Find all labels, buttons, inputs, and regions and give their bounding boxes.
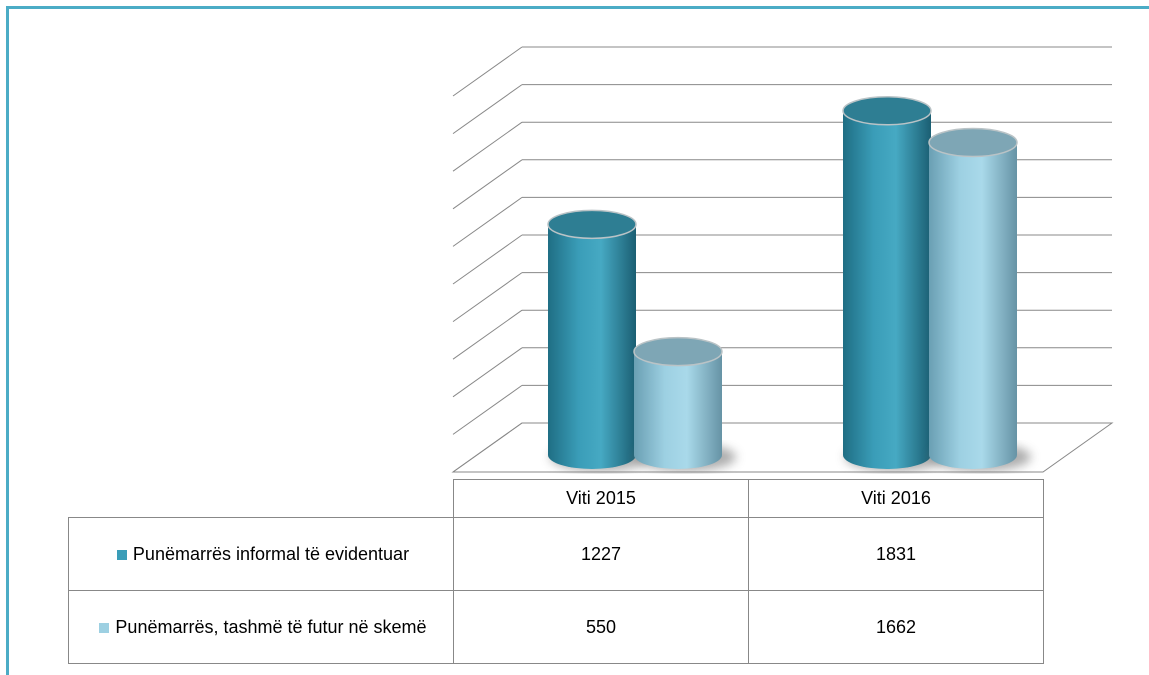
bar (634, 351, 722, 455)
legend-cell: Punëmarrës, tashmë të futur në skemë (68, 590, 454, 664)
bar-top (928, 127, 1018, 158)
bar (548, 224, 636, 455)
side-grid-line (452, 84, 523, 135)
value-cell: 1831 (748, 517, 1044, 591)
side-grid-line (452, 422, 523, 473)
legend-entry: Punëmarrës, tashmë të futur në skemë (99, 616, 427, 638)
frame-top (6, 6, 1149, 9)
legend-cell: Punëmarrës informal të evidentuar (68, 517, 454, 591)
value-cell: 550 (453, 590, 749, 664)
legend-entry: Punëmarrës informal të evidentuar (116, 543, 410, 565)
legend-swatch (99, 622, 110, 633)
side-grid-line (452, 309, 523, 360)
side-grid-line (452, 347, 523, 398)
value-cell: 1227 (453, 517, 749, 591)
bar (929, 142, 1017, 455)
bar-top (842, 96, 932, 126)
table-header: Viti 2016 (748, 479, 1044, 518)
value-cell: 1662 (748, 590, 1044, 664)
legend-swatch (116, 549, 127, 560)
side-grid-line (452, 272, 523, 323)
side-grid-line (452, 46, 523, 97)
side-grid-line (452, 121, 523, 172)
side-grid-line (452, 384, 523, 435)
bar-top (547, 209, 637, 240)
frame-left (6, 6, 9, 675)
table-header: Viti 2015 (453, 479, 749, 518)
legend-label: Punëmarrës informal të evidentuar (132, 543, 410, 564)
bar-top (633, 336, 723, 367)
side-grid-line (452, 196, 523, 247)
side-grid-line (452, 234, 523, 285)
side-grid-line (452, 159, 523, 210)
legend-label: Punëmarrës, tashmë të futur në skemë (115, 616, 427, 637)
bar (843, 110, 931, 455)
